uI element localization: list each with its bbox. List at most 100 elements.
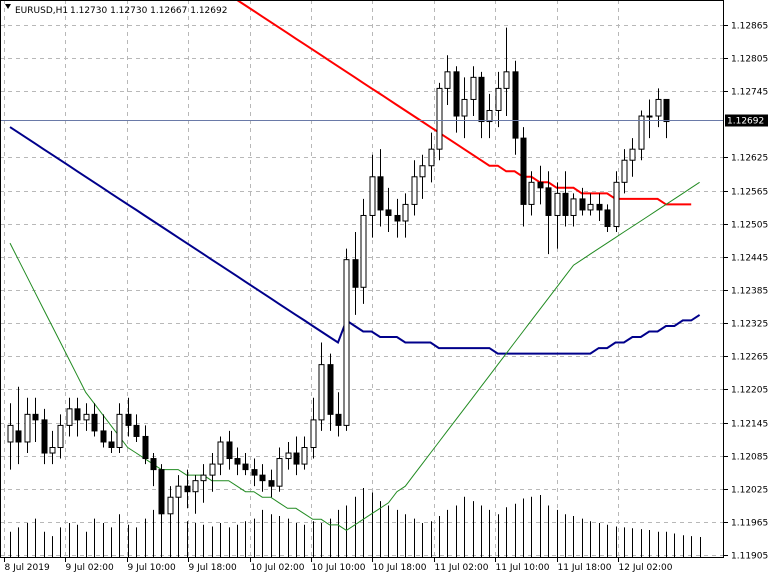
candle [234, 447, 241, 476]
candle [108, 430, 115, 454]
candle-body-bull [587, 203, 594, 211]
candle-body-bull [83, 413, 90, 421]
candle-body-bull [655, 98, 662, 117]
candle [125, 397, 132, 437]
grid [0, 0, 724, 558]
candle-body-bear [537, 181, 544, 189]
candle-body-bull [528, 181, 535, 205]
candle [520, 127, 527, 227]
candle [629, 138, 636, 177]
candle-body-bear [478, 76, 485, 123]
candle [251, 458, 258, 487]
candle [335, 392, 342, 437]
candle [646, 99, 653, 139]
candle [470, 66, 477, 117]
time-tick-label: 9 Jul 02:00 [66, 563, 115, 573]
candles [7, 27, 670, 542]
candle-body-bull [369, 176, 376, 216]
candle-body-bear [293, 452, 300, 465]
candle [310, 397, 317, 459]
candle-body-bear [242, 463, 249, 471]
candle-body-bull [444, 71, 451, 89]
candle-body-bull [310, 419, 317, 449]
candle-body-bull [167, 496, 174, 515]
candle-body-bear [377, 176, 384, 211]
candle-body-bear [663, 98, 670, 123]
candle [293, 436, 300, 476]
candle-body-bull [503, 71, 510, 89]
candle-body-bull [343, 259, 350, 426]
candle-body-bear [562, 192, 569, 216]
candle [343, 248, 350, 431]
time-tick-label: 11 Jul 10:00 [496, 563, 550, 573]
candle [604, 204, 611, 233]
candle-body-bull [24, 413, 31, 443]
current-price-text: 1.12692 [727, 117, 764, 127]
time-axis: 8 Jul 2019 9 Jul 02:00 9 Jul 10:00 9 Jul 18… [4, 558, 673, 573]
candle-body-bull [638, 115, 645, 150]
candle [495, 71, 502, 128]
candle-body-bull [360, 214, 367, 288]
candle [638, 110, 645, 161]
chart-header: EURUSD,H1 1.12730 1.12730 1.12667 1.1269… [5, 4, 227, 16]
candle-body-bull [200, 474, 207, 482]
price-tick-label: 1.12445 [731, 254, 768, 264]
ma-line-3 [9, 181, 700, 531]
candle [402, 193, 409, 238]
candle [116, 403, 123, 454]
candle [32, 397, 39, 442]
candle [276, 447, 283, 492]
header-ohlc: 1.12730 1.12730 1.12667 1.12692 [70, 6, 227, 16]
candle-body-bull [276, 458, 283, 487]
candle [327, 353, 334, 431]
candle-body-bull [175, 485, 182, 498]
candle [301, 436, 308, 470]
candle-body-bear [520, 137, 527, 205]
price-tick-label: 1.12745 [731, 88, 768, 98]
candle [596, 193, 603, 221]
candle [167, 486, 174, 531]
candle [209, 453, 216, 492]
candle-body-bull [301, 447, 308, 465]
candle [192, 475, 199, 514]
candle [579, 187, 586, 216]
candle [436, 82, 443, 161]
candle-body-bear [335, 413, 342, 426]
candle-body-bear [91, 413, 98, 432]
candle [545, 171, 552, 255]
candle-body-bull [318, 364, 325, 421]
candle-body-bull [646, 115, 653, 118]
candle [587, 193, 594, 216]
price-tick-label: 1.11965 [731, 519, 768, 529]
candle [528, 171, 535, 216]
candle [259, 464, 266, 492]
price-tick-label: 1.12025 [731, 486, 768, 496]
candle [217, 436, 224, 476]
candle [512, 60, 519, 155]
candle-body-bear [327, 364, 334, 415]
candle-body-bull [461, 98, 468, 117]
time-tick-label: 10 Jul 18:00 [373, 563, 427, 573]
price-tick-label: 1.12865 [731, 22, 768, 32]
candle-body-bull [192, 480, 199, 493]
candle-body-bear [453, 71, 460, 117]
candle [91, 403, 98, 437]
time-tick-label: 9 Jul 10:00 [128, 563, 177, 573]
candle-body-bull [428, 148, 435, 167]
candle-body-bear [74, 408, 81, 421]
candle-body-bear [604, 209, 611, 228]
candle [478, 71, 485, 139]
price-tick-label: 1.12325 [731, 320, 768, 330]
candle [385, 187, 392, 233]
candle [360, 198, 367, 304]
header-arrow-icon [5, 4, 11, 9]
candle [537, 165, 544, 205]
price-tick-label: 1.12145 [731, 420, 768, 430]
candle-body-bear [32, 413, 39, 421]
candle-body-bear [133, 424, 140, 437]
price-tick-label: 1.12625 [731, 154, 768, 164]
candle [150, 453, 157, 487]
candle [133, 414, 140, 442]
candle-body-bull [621, 159, 628, 183]
